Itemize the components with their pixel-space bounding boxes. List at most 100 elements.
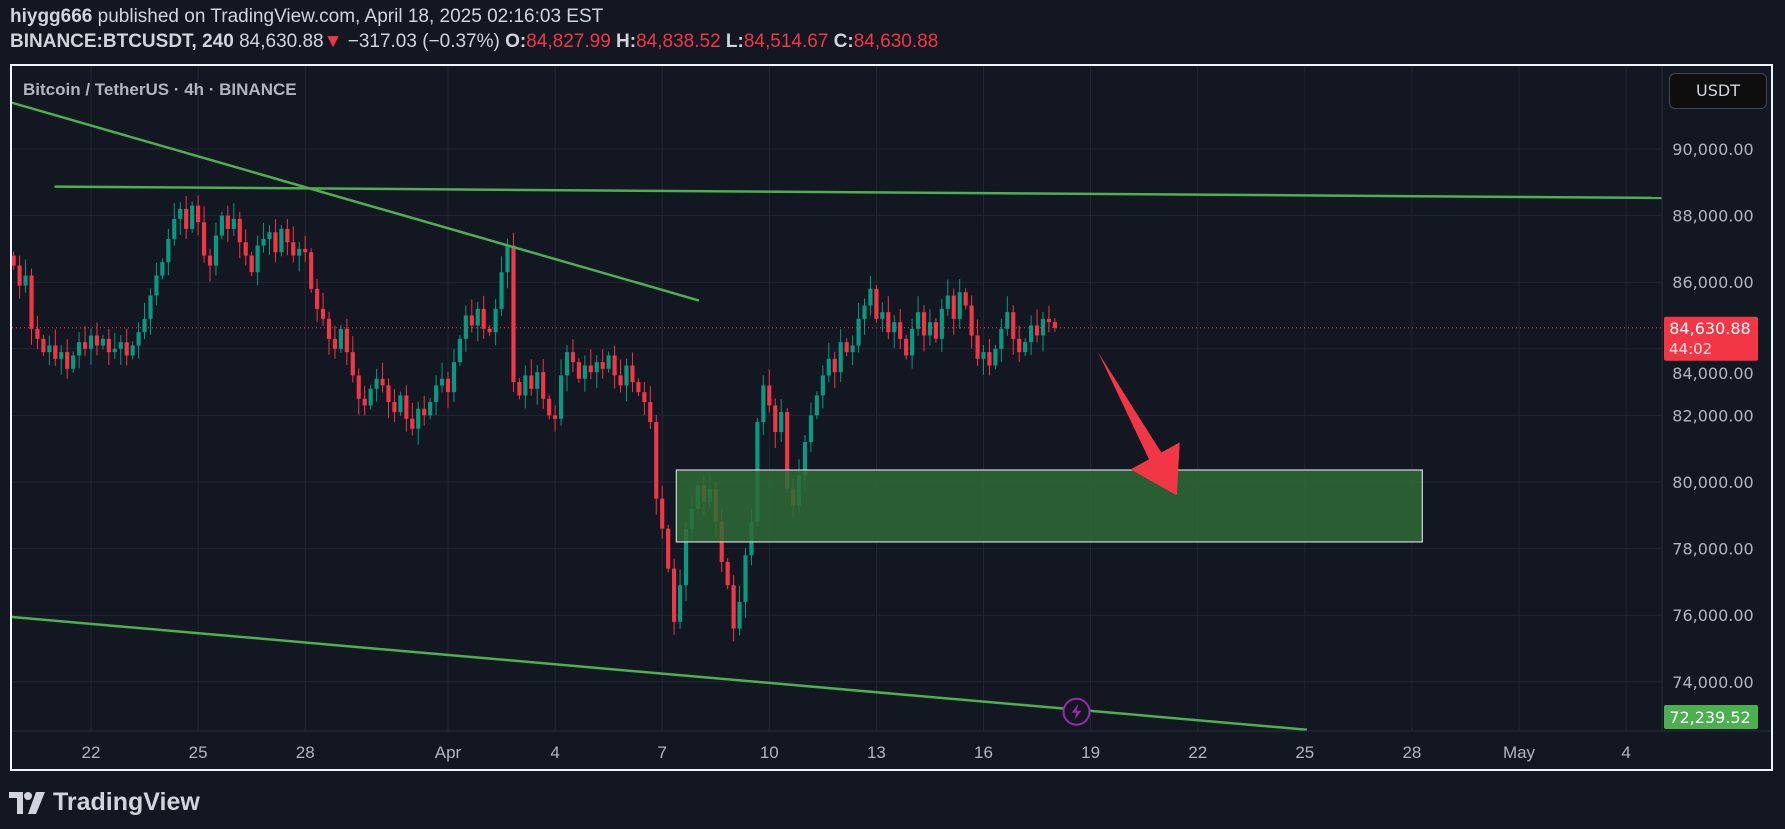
candle-body xyxy=(47,345,52,353)
candle-body xyxy=(993,348,998,366)
candle-body xyxy=(332,338,338,349)
candle-body xyxy=(130,345,135,356)
chart-frame xyxy=(10,64,1773,771)
x-tick-label: May xyxy=(1503,743,1536,762)
y-tick-label: 82,000.00 xyxy=(1672,406,1753,425)
candle-body xyxy=(677,585,683,622)
candle-body xyxy=(535,372,540,389)
candle-body xyxy=(481,308,486,329)
symbol: BINANCE:BTCUSDT, 240 xyxy=(10,31,234,52)
candle-body xyxy=(190,205,195,229)
candle-body xyxy=(862,305,867,319)
candle-body xyxy=(832,358,837,373)
candle-body xyxy=(374,378,379,389)
candle-body xyxy=(761,385,766,423)
candle-body xyxy=(826,358,831,376)
candle-body xyxy=(898,322,903,339)
ohlc-bar: BINANCE:BTCUSDT, 240 84,630.88 ▼ −317.03 … xyxy=(10,31,938,53)
candle-body xyxy=(297,248,302,256)
tradingview-logo[interactable]: TradingView xyxy=(9,788,200,817)
candle-body xyxy=(737,601,742,629)
close-value: 84,630.88 xyxy=(853,31,939,52)
candle-body xyxy=(53,345,58,359)
candle-body xyxy=(1011,312,1016,339)
x-tick-label: 13 xyxy=(867,743,886,762)
publish-info: hiygg666 published on TradingView.com, A… xyxy=(10,6,603,28)
trendline xyxy=(12,101,700,302)
candle-body xyxy=(362,398,367,406)
candle-body xyxy=(261,238,266,246)
candle-body xyxy=(743,555,748,602)
candle-body xyxy=(356,375,361,399)
chart-legend: Bitcoin / TetherUS · 4h · BINANCE xyxy=(23,80,297,99)
y-tick-label: 86,000.00 xyxy=(1672,273,1753,292)
candle-body xyxy=(136,332,141,346)
low-tag-bg xyxy=(1664,705,1758,729)
down-arrow-drawing xyxy=(1098,352,1180,496)
candle-body xyxy=(880,312,885,319)
candle-body xyxy=(434,385,439,403)
candle-body xyxy=(309,252,314,289)
candle-body xyxy=(951,295,956,319)
triangle-down-icon: ▼ xyxy=(323,31,343,52)
candle-body xyxy=(987,352,992,366)
author[interactable]: hiygg666 xyxy=(10,6,93,27)
y-tick-label: 80,000.00 xyxy=(1672,473,1753,492)
candle-body xyxy=(344,328,349,353)
trendline xyxy=(54,185,1662,200)
candle-body xyxy=(868,288,873,306)
candle-body xyxy=(279,228,284,253)
candle-body xyxy=(981,352,986,359)
candle-body xyxy=(1029,325,1034,343)
candle-body xyxy=(630,365,635,383)
high-value: 84,838.52 xyxy=(636,31,721,52)
candle-body xyxy=(12,255,16,266)
support-zone xyxy=(675,469,1423,543)
candle-body xyxy=(576,362,581,379)
candle-body xyxy=(493,308,498,333)
candle-body xyxy=(892,322,897,333)
candle-body xyxy=(1046,318,1052,323)
candle-body xyxy=(1052,322,1057,328)
candle-body xyxy=(160,262,165,276)
candle-body xyxy=(523,375,528,396)
candle-body xyxy=(350,352,355,376)
candle-body xyxy=(856,318,861,346)
candle-body xyxy=(71,355,76,369)
logo-text: TradingView xyxy=(53,788,200,816)
x-tick-label: 28 xyxy=(1402,743,1421,762)
candle-body xyxy=(582,365,587,379)
candle-body xyxy=(201,222,207,256)
x-tick-label: 25 xyxy=(1295,743,1314,762)
candle-body xyxy=(570,352,576,363)
candle-body xyxy=(558,375,564,419)
candle-body xyxy=(196,205,201,223)
currency-button[interactable]: USDT xyxy=(1669,73,1767,109)
candle-body xyxy=(844,342,849,353)
candle-body xyxy=(231,218,236,229)
candle-body xyxy=(564,352,570,376)
candle-body xyxy=(588,365,593,373)
candle-body xyxy=(23,275,28,286)
candle-body xyxy=(237,218,242,243)
candle-body xyxy=(386,385,391,403)
change: −317.03 (−0.37%) xyxy=(347,31,500,52)
candle-body xyxy=(439,378,445,386)
candle-body xyxy=(648,402,653,423)
candle-body xyxy=(606,355,611,369)
candle-body xyxy=(148,295,153,319)
candle-body xyxy=(326,318,332,339)
high-label: H: xyxy=(616,31,637,52)
candle-body xyxy=(642,392,647,403)
candle-body xyxy=(933,322,938,339)
y-tick-label: 90,000.00 xyxy=(1672,140,1753,159)
publish-text: published on TradingView.com, April 18, … xyxy=(97,6,604,27)
candle-body xyxy=(178,208,183,219)
candle-body xyxy=(35,328,40,339)
x-tick-label: 4 xyxy=(1621,743,1630,762)
open-label: O: xyxy=(505,31,527,52)
candle-body xyxy=(445,378,451,393)
tradingview-logo-icon xyxy=(9,791,45,814)
candle-body xyxy=(654,422,659,499)
